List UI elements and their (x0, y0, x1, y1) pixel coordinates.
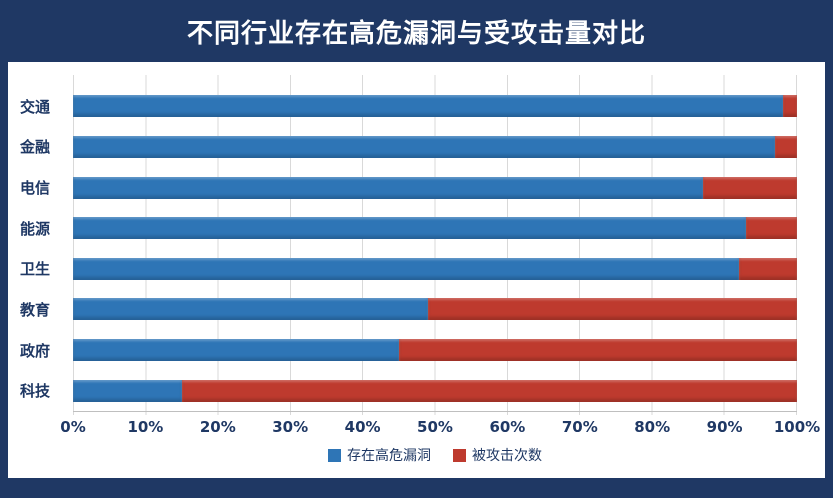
plot-area: 交通金融电信能源卫生教育政府科技 0% 10% 20% 30% 40% 50% 60% 70%… (18, 74, 820, 472)
bar-segment-attacked (775, 135, 797, 158)
stacked-bar (73, 95, 797, 118)
stacked-bar (73, 135, 797, 158)
bar-row: 能源 (18, 209, 797, 248)
legend-label: 存在高危漏洞 (347, 448, 431, 464)
chart-canvas: 交通金融电信能源卫生教育政府科技 0% 10% 20% 30% 40% 50% 60% 70%… (8, 62, 825, 478)
legend: 存在高危漏洞 被攻击次数 (73, 438, 797, 472)
bar-row: 科技 (18, 371, 797, 410)
x-tick-label: 90% (706, 418, 743, 436)
bar-track (73, 371, 797, 410)
bar-segment-attacked (746, 217, 797, 240)
x-tick-label: 50% (417, 418, 453, 436)
bar-row: 金融 (18, 127, 797, 166)
stacked-bar (73, 379, 797, 402)
category-label: 能源 (20, 219, 51, 238)
title-band: 不同行业存在高危漏洞与受攻击量对比 (0, 0, 833, 62)
bar-segment-attacked (739, 257, 797, 280)
stacked-bar (73, 176, 797, 199)
category-label: 交通 (20, 97, 51, 116)
legend-item: 存在高危漏洞 (328, 445, 431, 465)
legend-swatch (453, 448, 466, 462)
bar-track (73, 249, 797, 288)
bar-track (73, 127, 797, 166)
legend-swatch (328, 448, 341, 462)
x-tick-label: 100% (773, 418, 821, 436)
category-label: 政府 (20, 341, 51, 360)
x-tick-label: 40% (344, 418, 381, 436)
bar-row: 交通 (18, 74, 797, 415)
bar-row: 政府 (18, 331, 797, 370)
category-label: 教育 (20, 300, 51, 319)
legend-label: 被攻击次数 (472, 448, 542, 464)
category-label: 电信 (20, 179, 51, 198)
x-tick-label: 70% (561, 418, 598, 436)
bar-rows: 交通金融电信能源卫生教育政府科技 (18, 74, 797, 415)
x-tick-label: 30% (272, 418, 309, 436)
chart-title: 不同行业存在高危漏洞与受攻击量对比 (186, 18, 646, 49)
category-label: 金融 (20, 138, 51, 157)
bottom-band (0, 478, 833, 498)
category-label: 卫生 (20, 260, 51, 279)
bar-segment-vulnerable (73, 135, 776, 158)
stacked-bar (73, 339, 797, 362)
bar-row: 电信 (18, 168, 797, 207)
stacked-bar (73, 217, 797, 240)
bar-segment-vulnerable (73, 379, 182, 402)
bar-segment-vulnerable (73, 257, 740, 280)
x-tick-label: 0% (60, 418, 86, 436)
bar-track (73, 290, 797, 329)
bar-segment-attacked (427, 298, 797, 321)
bar-segment-vulnerable (73, 176, 703, 199)
bar-segment-vulnerable (73, 298, 428, 321)
bar-row: 卫生 (18, 249, 797, 288)
stacked-bar (73, 298, 797, 321)
bar-track (73, 74, 797, 415)
x-tick-label: 60% (489, 418, 526, 436)
x-tick-label: 20% (199, 418, 236, 436)
bar-segment-vulnerable (73, 95, 783, 118)
stacked-bar (73, 257, 797, 280)
bar-segment-attacked (398, 339, 797, 362)
bar-segment-vulnerable (73, 217, 747, 240)
x-tick-label: 80% (634, 418, 671, 436)
bar-segment-attacked (702, 176, 797, 199)
legend-item: 被攻击次数 (453, 445, 542, 465)
bar-segment-attacked (782, 95, 797, 118)
bar-track (73, 331, 797, 370)
bar-track (73, 209, 797, 248)
bar-segment-attacked (181, 379, 797, 402)
bar-segment-vulnerable (73, 339, 399, 362)
x-tick-label: 10% (127, 418, 164, 436)
bar-row: 教育 (18, 290, 797, 329)
category-label: 科技 (20, 382, 51, 401)
x-axis: 0% 10% 20% 30% 40% 50% 60% 70% 80% 90% 100% (60, 411, 820, 438)
bar-track (73, 168, 797, 207)
